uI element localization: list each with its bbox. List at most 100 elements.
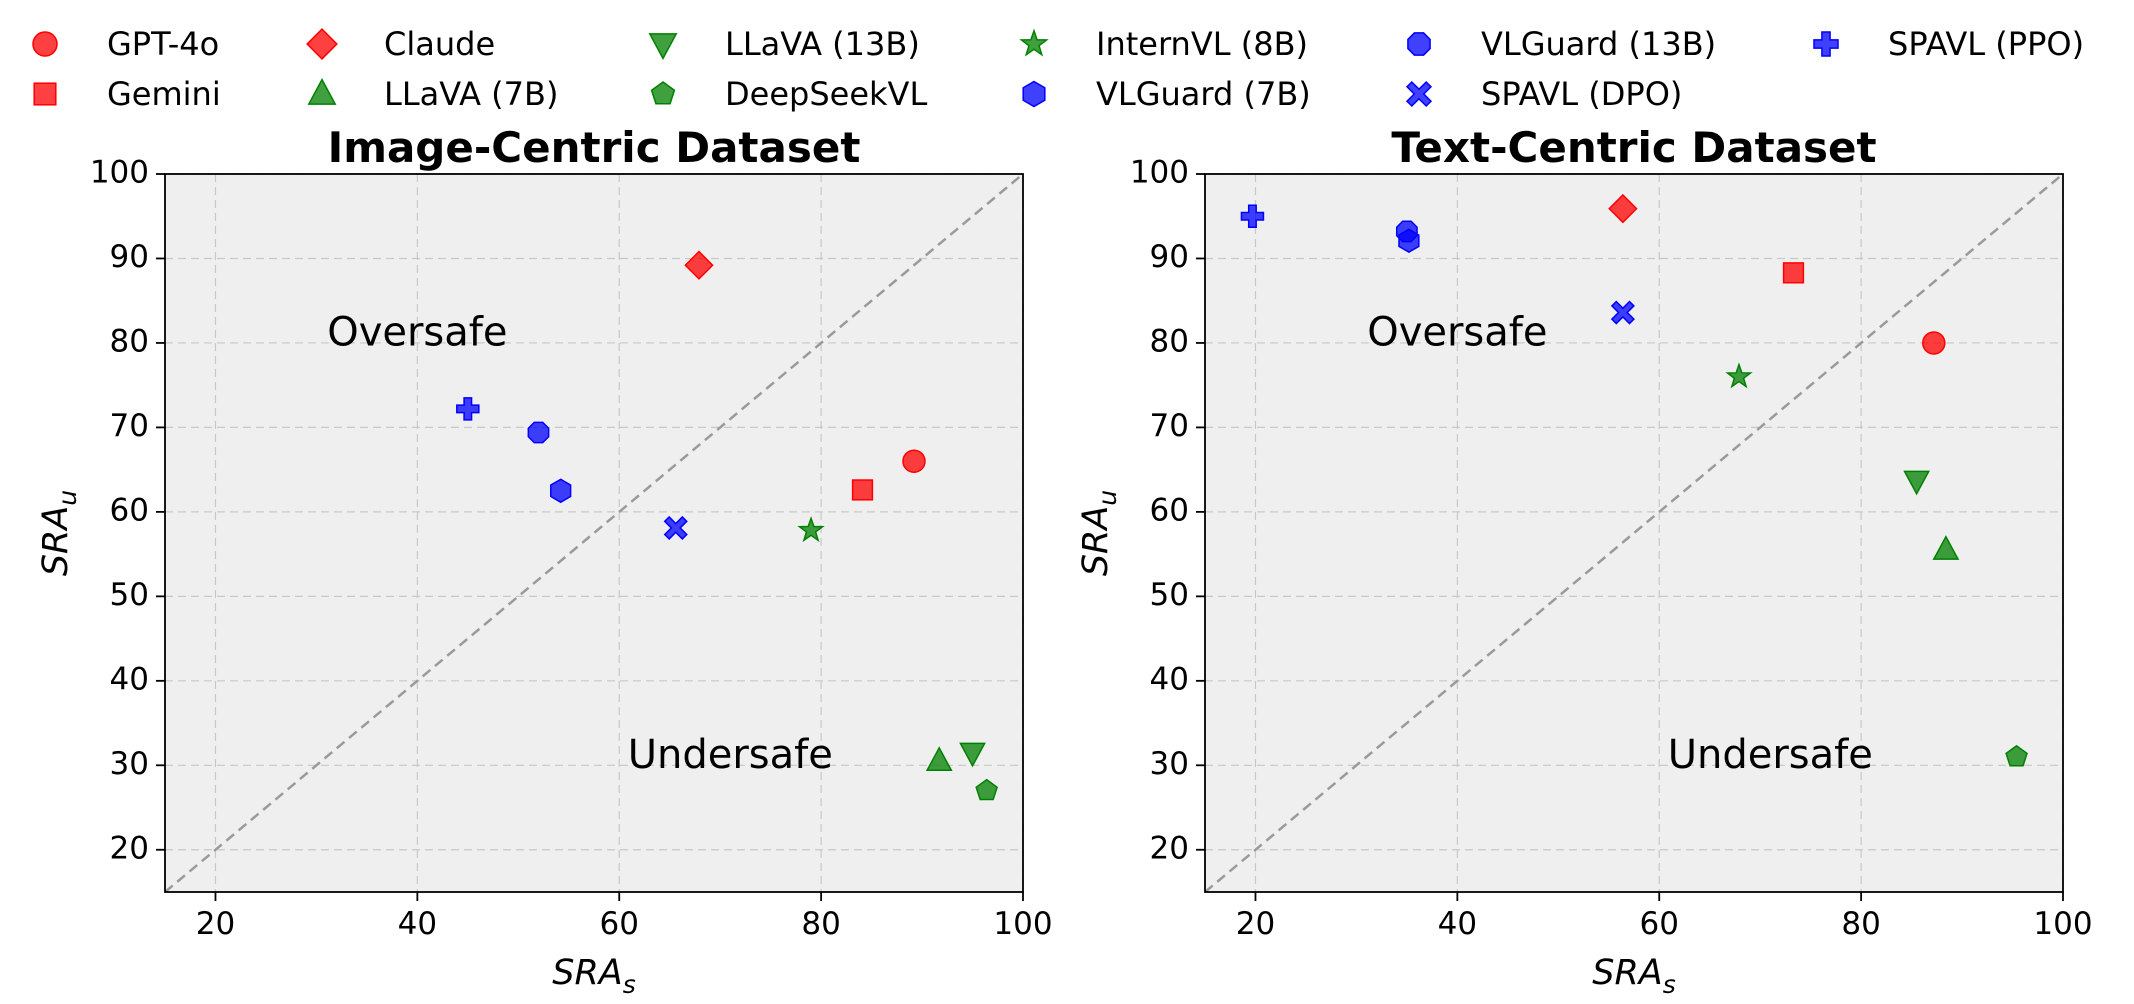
octagon-marker-icon xyxy=(1407,32,1431,56)
y-tick-label: 70 xyxy=(1150,408,1189,444)
y-tick-label: 20 xyxy=(110,830,149,866)
legend-item-llava-13b: LLaVA (13B) xyxy=(643,22,920,66)
legend-item-internvl-8b: InternVL (8B) xyxy=(1014,22,1308,66)
legend-item-deepseekvl: DeepSeekVL xyxy=(643,72,927,116)
x-tick-label: 60 xyxy=(600,906,639,942)
data-point-spavl-ppo xyxy=(456,397,480,421)
y-tick-label: 50 xyxy=(1150,577,1189,613)
y-tick-label: 30 xyxy=(110,746,149,782)
data-point-claude xyxy=(1608,193,1638,224)
legend-label: SPAVL (DPO) xyxy=(1481,75,1683,113)
plot-frame xyxy=(1204,173,2064,893)
y-tick-label: 40 xyxy=(110,661,149,697)
charts-area: Oversafe Undersafe 20 40 60 80 100 20 30 40 50 60 70… xyxy=(0,110,2134,1000)
triangle-down-marker-icon xyxy=(648,33,678,60)
legend-item-claude: Claude xyxy=(302,22,495,66)
circle-marker-icon xyxy=(32,31,58,57)
data-point-spavl-ppo xyxy=(1240,204,1265,228)
y-tick-label: 40 xyxy=(1150,661,1189,697)
y-tick-label: 60 xyxy=(1150,492,1189,528)
x-tick-label: 80 xyxy=(801,906,840,942)
data-point-deepseekvl xyxy=(975,778,999,801)
chart-panel-1: Oversafe Undersafe 20 40 60 80 100 20 30 40 50 60 70… xyxy=(36,123,1053,999)
chart-title: Image-Centric Dataset xyxy=(328,123,861,172)
legend-item-spavl-dpo: SPAVL (DPO) xyxy=(1399,72,1682,116)
legend-marker-hexagon-icon xyxy=(1022,80,1046,108)
data-point-llava-7b xyxy=(925,746,953,772)
data-point-llava-13b xyxy=(959,742,986,768)
legend-label: Claude xyxy=(384,25,496,63)
region-label-undersafe: Undersafe xyxy=(628,732,833,778)
chart-title: Text-Centric Dataset xyxy=(1391,123,1876,172)
x-axis-label: SRAs xyxy=(552,953,636,999)
data-point-gpt-4o xyxy=(902,449,926,473)
data-point-internvl-8b xyxy=(797,516,825,543)
x-marker-icon xyxy=(1405,80,1433,108)
legend-marker-square-icon xyxy=(33,82,57,106)
legend-marker-triangle-down-icon xyxy=(648,33,678,60)
data-point-spavl-dpo xyxy=(1610,300,1635,325)
legend-label: DeepSeekVL xyxy=(725,75,928,113)
legend-item-spavl-ppo: SPAVL (PPO) xyxy=(1806,22,2084,66)
x-tick-label: 80 xyxy=(1841,906,1880,942)
legend-item-llava-7b: LLaVA (7B) xyxy=(302,72,558,116)
region-label-undersafe: Undersafe xyxy=(1668,732,1873,778)
legend-label: LLaVA (13B) xyxy=(725,25,920,63)
data-point-claude xyxy=(684,250,714,280)
chart-svg: Oversafe Undersafe 20 40 60 80 100 20 30 40 50 60 70… xyxy=(36,123,2093,999)
x-tick-label: 60 xyxy=(1640,906,1679,942)
legend-label: Gemini xyxy=(107,75,221,113)
square-marker-icon xyxy=(33,82,57,106)
y-axis-label: SRAu xyxy=(36,490,82,576)
y-tick-label: 90 xyxy=(1150,239,1189,275)
plot-frame xyxy=(164,173,1024,893)
legend-label: VLGuard (13B) xyxy=(1481,25,1717,63)
legend-marker-star-icon xyxy=(1019,28,1049,57)
data-point-vlguard-13b xyxy=(1395,220,1418,243)
y-tick-label: 80 xyxy=(110,323,149,359)
data-point-internvl-8b xyxy=(1725,362,1753,389)
legend-marker-x-icon xyxy=(1405,80,1433,108)
x-tick-label: 40 xyxy=(398,906,437,942)
plus-marker-icon xyxy=(1813,31,1839,57)
x-tick-label: 20 xyxy=(1236,906,1275,942)
pentagon-marker-icon xyxy=(650,81,676,105)
star-marker-icon xyxy=(1019,28,1049,57)
y-tick-label: 80 xyxy=(1150,323,1189,359)
y-tick-label: 100 xyxy=(1130,155,1189,191)
diamond-marker-icon xyxy=(306,28,338,60)
y-axis-label: SRAu xyxy=(1076,490,1122,576)
data-point-vlguard-7b xyxy=(550,478,572,504)
legend-item-gemini: Gemini xyxy=(25,72,221,116)
x-tick-label: 100 xyxy=(993,906,1052,942)
data-point-llava-7b xyxy=(1932,535,1960,560)
data-point-vlguard-13b xyxy=(527,421,550,444)
data-point-llava-13b xyxy=(1903,470,1930,496)
x-axis-label: SRAs xyxy=(1592,953,1676,999)
data-point-gemini xyxy=(851,479,874,501)
y-tick-label: 100 xyxy=(90,155,149,191)
x-tick-label: 40 xyxy=(1438,906,1477,942)
y-tick-label: 20 xyxy=(1150,830,1189,866)
data-point-deepseekvl xyxy=(2005,744,2028,767)
legend-marker-pentagon-icon xyxy=(650,81,676,105)
legend-marker-octagon-icon xyxy=(1407,32,1431,56)
region-label-oversafe: Oversafe xyxy=(1367,309,1547,355)
legend-item-gpt-4o: GPT-4o xyxy=(25,22,219,66)
data-point-spavl-dpo xyxy=(663,515,688,540)
data-point-gemini xyxy=(1782,262,1805,284)
legend-label: InternVL (8B) xyxy=(1096,25,1308,63)
triangle-up-marker-icon xyxy=(307,78,337,105)
y-tick-label: 90 xyxy=(110,239,149,275)
legend-item-vlguard-7b: VLGuard (7B) xyxy=(1014,72,1311,116)
y-tick-label: 30 xyxy=(1150,746,1189,782)
diagonal-reference-line xyxy=(1204,173,2064,893)
diagonal-reference-line xyxy=(164,173,1024,893)
chart-panel-2: Oversafe Undersafe 20 40 60 80 100 20 30 40 50 60 70… xyxy=(1076,123,2093,999)
legend-label: SPAVL (PPO) xyxy=(1888,25,2085,63)
legend-label: GPT-4o xyxy=(107,25,220,63)
legend-label: VLGuard (7B) xyxy=(1096,75,1311,113)
region-label-oversafe: Oversafe xyxy=(327,309,507,355)
legend-item-vlguard-13b: VLGuard (13B) xyxy=(1399,22,1716,66)
legend-marker-diamond-icon xyxy=(306,28,338,60)
